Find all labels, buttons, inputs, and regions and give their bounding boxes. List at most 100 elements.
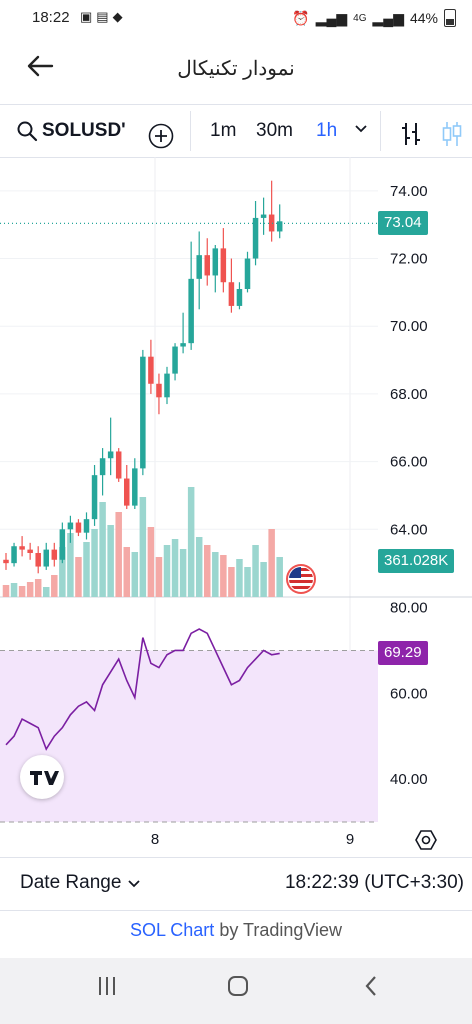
price-axis-label: 72.00 [390, 251, 428, 268]
signal-icon: ▂▄▆ [315, 9, 348, 26]
candle-body [188, 278, 194, 344]
plus-circle-icon [148, 123, 174, 149]
interval-1m[interactable]: 1m [210, 120, 237, 141]
price-axis-label: 64.00 [390, 521, 428, 538]
interval-1h[interactable]: 1h [316, 120, 338, 141]
candle-body [212, 248, 219, 276]
rsi-band [0, 650, 378, 822]
back-nav-icon[interactable] [352, 974, 392, 1008]
candle-body [107, 451, 114, 459]
volume-bar [75, 557, 82, 597]
symbol-search[interactable]: SOLUSD' [16, 105, 126, 157]
status-right: ⏰ ▂▄▆ 4G ▂▄▆ 44% [292, 9, 456, 27]
candle-body [260, 214, 267, 218]
volume-bar [179, 549, 187, 597]
volume-bar [252, 545, 259, 597]
chart-area[interactable]: 74.00 72.00 70.00 68.00 66.00 64.00 80.00 60.00… [0, 157, 472, 857]
notification-icons: ▣▤◆ [80, 9, 127, 24]
rsi-value-tag: 69.29 [378, 641, 428, 666]
candle-body [164, 373, 170, 398]
battery-icon [444, 9, 456, 27]
candle-body [99, 458, 106, 476]
volume-bar [187, 487, 195, 597]
back-arrow-icon[interactable] [24, 50, 64, 90]
candle-body [124, 478, 130, 506]
date-range-label: Date Range [20, 872, 122, 893]
volume-bar [26, 582, 34, 597]
price-chart[interactable]: 74.00 72.00 70.00 68.00 66.00 64.00 80.00 60.00… [0, 157, 472, 857]
candle-body [3, 559, 9, 564]
volume-bar [220, 555, 227, 597]
volume-bar [67, 533, 74, 597]
volume-bar [43, 587, 50, 597]
chevron-down-icon [355, 125, 367, 133]
volume-bar [51, 575, 58, 597]
recent-apps-icon[interactable] [87, 974, 127, 1008]
volume-bar [195, 537, 203, 597]
interval-30m[interactable]: 30m [256, 120, 293, 141]
time-axis-label: 9 [346, 831, 354, 848]
volume-bar [131, 552, 139, 597]
volume-bar [163, 545, 171, 597]
candle-body [204, 255, 210, 276]
time-axis-label: 8 [151, 831, 159, 848]
rsi-line [5, 628, 280, 751]
candle-body [172, 346, 178, 374]
candle-body [148, 356, 154, 384]
candle-body [27, 549, 33, 553]
divider [380, 111, 381, 151]
candle-body [83, 519, 90, 533]
tradingview-logo-icon[interactable] [20, 755, 64, 799]
volume-bar [155, 557, 163, 597]
date-range-bar: Date Range 18:22:39 (UTC+3:30) [0, 857, 472, 911]
divider [190, 111, 191, 151]
volume-bar [276, 557, 283, 597]
volume-bar [147, 527, 155, 597]
volume-bar [268, 529, 275, 597]
price-axis-label: 74.00 [390, 183, 428, 200]
volume-bar [236, 559, 243, 597]
candle-body [11, 546, 17, 564]
candle-body [75, 522, 82, 533]
candle-body [43, 549, 49, 567]
candle-body [156, 383, 162, 398]
status-bar: 18:22 ▣▤◆ ⏰ ▂▄▆ 4G ▂▄▆ 44% [0, 0, 472, 36]
add-compare-button[interactable] [148, 118, 174, 149]
volume-bar [83, 542, 90, 597]
candle-body [19, 546, 25, 550]
volume-bar [18, 586, 26, 597]
chart-timestamp: 18:22:39 (UTC+3:30) [284, 872, 464, 893]
candle-body [252, 217, 259, 259]
date-range-button[interactable]: Date Range [20, 872, 141, 894]
settings-gear-icon[interactable] [414, 828, 438, 857]
candle-body [268, 214, 275, 232]
candle-body [67, 522, 74, 530]
interval-dropdown[interactable] [354, 105, 368, 157]
volume-bar [59, 547, 66, 597]
last-price-tag: 73.04 [378, 211, 428, 236]
search-icon [17, 121, 38, 142]
price-axis-label: 66.00 [390, 454, 428, 471]
candle-body [180, 343, 186, 347]
credit-suffix: by TradingView [214, 920, 343, 940]
rsi-axis-label: 80.00 [390, 600, 428, 617]
symbol-label: SOLUSD' [42, 120, 126, 141]
us-flag-icon[interactable] [286, 564, 316, 594]
volume-bar [34, 579, 42, 597]
volume-bar [99, 502, 106, 597]
home-icon[interactable] [218, 974, 258, 1008]
network-type: 4G [353, 12, 367, 24]
price-axis-label: 68.00 [390, 386, 428, 403]
candle-body [91, 475, 98, 520]
chart-toolbar: SOLUSD' 1m 30m 1h [0, 104, 472, 158]
volume-bar [139, 497, 147, 597]
candle-chart-type-icon[interactable] [440, 117, 464, 146]
volume-bar [107, 525, 114, 597]
battery-percent: 44% [409, 10, 438, 26]
bar-chart-type-icon[interactable] [400, 117, 422, 145]
volume-bar [260, 562, 267, 597]
system-nav-bar [0, 958, 472, 1024]
sol-chart-link[interactable]: SOL Chart [129, 920, 215, 940]
candle-body [220, 248, 227, 283]
volume-bar [212, 552, 219, 597]
